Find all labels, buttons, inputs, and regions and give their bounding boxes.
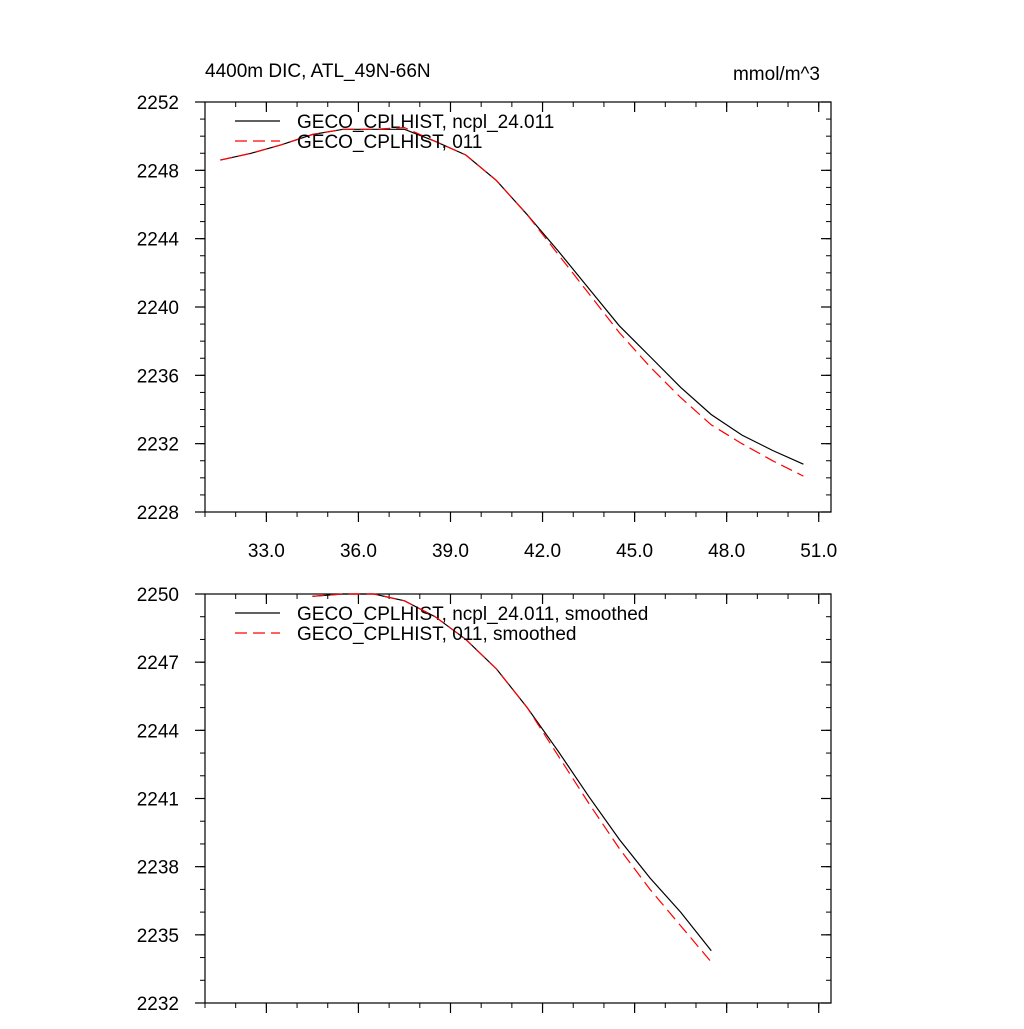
data-line [312, 593, 712, 952]
legend-label: GECO_CPLHIST, ncpl_24.011, smoothed [297, 604, 648, 625]
x-tick-label: 48.0 [708, 541, 745, 562]
y-tick-label: 2248 [137, 161, 179, 182]
legend-label: GECO_CPLHIST, 011 [297, 132, 483, 153]
y-tick-label: 2238 [137, 858, 179, 879]
y-tick-label: 2232 [137, 435, 179, 456]
units-label: mmol/m^3 [733, 64, 820, 85]
x-tick-label: 36.0 [340, 541, 377, 562]
y-tick-label: 2244 [137, 230, 180, 251]
y-tick-label: 2240 [137, 298, 179, 319]
x-tick-label: 42.0 [524, 541, 561, 562]
y-tick-label: 2244 [137, 721, 180, 742]
y-tick-label: 2247 [137, 653, 179, 674]
y-tick-label: 2241 [137, 790, 179, 811]
data-line [312, 593, 712, 963]
y-tick-label: 2236 [137, 366, 179, 387]
legend-label: GECO_CPLHIST, 011, smoothed [297, 624, 577, 645]
x-tick-label: 45.0 [616, 541, 653, 562]
legend-label: GECO_CPLHIST, ncpl_24.011 [297, 112, 554, 133]
chart-title: 4400m DIC, ATL_49N-66N [205, 61, 431, 82]
y-tick-label: 2252 [137, 93, 179, 114]
x-tick-label: 39.0 [432, 541, 469, 562]
plot-frame [204, 593, 832, 1004]
y-tick-label: 2250 [137, 585, 179, 606]
data-line [220, 128, 804, 465]
plot-frame [204, 101, 832, 513]
y-tick-label: 2232 [137, 994, 179, 1015]
y-tick-label: 2235 [137, 926, 179, 947]
y-tick-label: 2228 [137, 503, 179, 524]
data-line [220, 126, 804, 477]
x-tick-label: 51.0 [800, 541, 837, 562]
x-tick-label: 33.0 [248, 541, 285, 562]
